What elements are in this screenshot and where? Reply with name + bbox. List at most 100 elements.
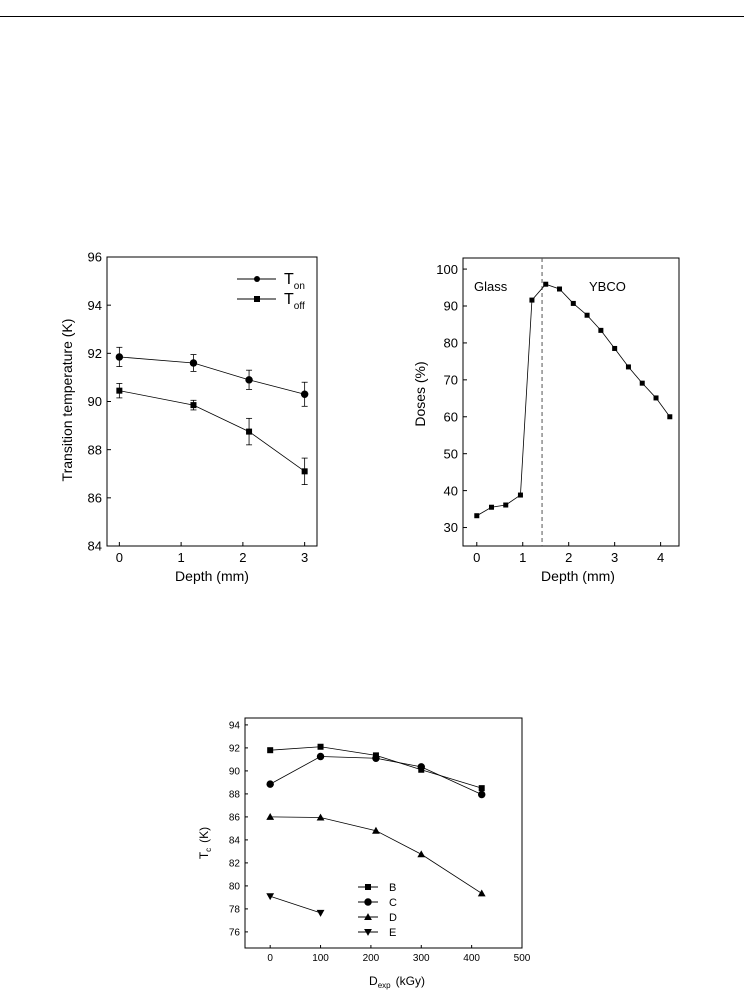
chart3-series-B-point [267,747,274,754]
chart3-series-B-point [317,743,324,750]
chart2-series-0-point [667,414,673,420]
chart3-xlabel-sub: exp [378,981,391,990]
chart3-legend-label-C: C [389,897,397,909]
chart2-xlabel: Depth (mm) [541,568,615,584]
chart3-legend-label-E: E [389,927,396,939]
chart3-legend-label-D: D [389,912,397,924]
legend-toff-main: T [284,291,294,308]
chart3-y-tick-label: 82 [229,859,241,870]
page-top-rule [0,16,744,17]
chart3-ylabel-unit: (K) [197,827,211,843]
chart2-series-0-point [570,300,576,306]
chart2-series-0-point [639,380,645,386]
chart2-x-tick-label: 4 [657,550,664,565]
chart3-series-C-point [316,752,325,761]
chart3-ylabel-sub: c [204,848,213,852]
legend-toff-marker [254,296,260,302]
legend-ton-main: T [284,271,294,288]
chart1-x-tick-label: 3 [301,550,308,565]
chart1-legend: Ton Toff [237,271,305,312]
chart2-y-tick-label: 70 [444,373,458,388]
chart2-series-0-point [543,281,549,287]
chart3-xlabel: Dexp (kGy) [369,974,425,990]
chart1-series-on-point [300,390,309,398]
chart2-series-0-point [557,286,563,292]
chart2-y-tick-label: 30 [444,520,458,535]
chart3-series-C-line [269,756,482,795]
chart3-legend-marker-B [365,884,371,890]
chart3-ylabel: Tc (K) [197,827,213,859]
chart3-series-D-point [477,889,486,897]
chart1-y-tick-label: 94 [88,298,102,313]
chart2-y-tick-label: 90 [444,299,458,314]
chart2-y-tick-label: 40 [444,483,458,498]
chart1-series-on-point [189,359,198,367]
chart2-series-0-point [529,297,535,303]
chart3-series-C-point [417,763,425,771]
chart2-x-tick-label: 2 [565,550,572,565]
chart3-series-D-point [417,850,426,858]
chart3-series-D-point [372,826,380,834]
chart3-series-D-point [266,813,275,820]
chart3-series-C-point [477,790,486,799]
chart3-series-B-point [478,785,485,792]
chart1-y-tick-label: 96 [88,250,102,265]
chart1-series-off-point [246,428,253,435]
chart2-y-tick-label: 60 [444,409,458,424]
chart1-series-on-line [119,356,305,395]
chart3-y-tick-label: 90 [229,767,241,778]
chart1-series-off-point [190,402,197,409]
chart1-series-off-line [119,390,305,472]
chart2-series-0-point [584,312,590,318]
chart3-x-tick-label: 0 [267,953,273,964]
legend-toff-sub: off [294,301,305,312]
chart3-x-tick-label: 100 [312,953,329,964]
legend-ton-sub: on [294,281,305,292]
chart2-ylabel: Doses (%) [412,361,428,426]
chart2-plot-frame [462,257,680,547]
chart1-x-tick-label: 1 [178,550,185,565]
chart1-series-on-point [115,353,124,361]
chart3-series-E-point [266,893,275,901]
chart2-x-tick-label: 1 [519,550,526,565]
chart3-series-E-point [316,909,325,917]
chart2-annotation-ybco: YBCO [589,279,626,294]
chart3-y-tick-label: 88 [229,790,241,801]
chart2-series-0-point [474,513,480,519]
chart3-series-C-point [266,780,274,788]
chart2-series-0-point [517,492,523,498]
chart2-x-tick-label: 0 [473,550,480,565]
chart2-series-0-point [625,364,631,370]
chart3-series-C-point [372,754,380,762]
chart3-xlabel-main: D [369,974,378,988]
chart2-y-tick-label: 100 [436,262,458,277]
legend-toff-label: Toff [284,291,305,312]
chart3-plot-frame [244,717,523,949]
chart1-y-tick-label: 88 [88,442,102,457]
chart3-x-tick-label: 200 [363,953,380,964]
chart1-y-tick-label: 86 [88,491,102,506]
chart3-series-E-line [270,895,321,914]
chart2-series-0-point [653,395,659,401]
chart3-legend-marker-D [364,913,372,920]
chart1-ylabel: Transition temperature (K) [59,319,75,482]
chart3-y-tick-label: 86 [229,813,241,824]
chart1-xlabel: Depth (mm) [175,568,249,584]
chart3-y-tick-label: 78 [229,905,241,916]
chart3-x-tick-label: 500 [514,953,531,964]
chart2-series-0-point [503,502,509,508]
chart2-series-0-point [488,504,494,510]
chart3-x-tick-label: 400 [463,953,480,964]
chart1-y-tick-label: 84 [88,539,102,554]
chart3-xlabel-unit: (kGy) [396,974,425,988]
legend-ton-marker [254,276,260,282]
chart3-legend-label-B: B [389,882,396,894]
chart3-legend-marker-E [364,929,372,936]
chart3-y-tick-label: 84 [229,836,241,847]
chart1-y-tick-label: 90 [88,394,102,409]
chart3-ylabel-main: T [197,851,211,859]
chart1-x-tick-label: 0 [116,550,123,565]
